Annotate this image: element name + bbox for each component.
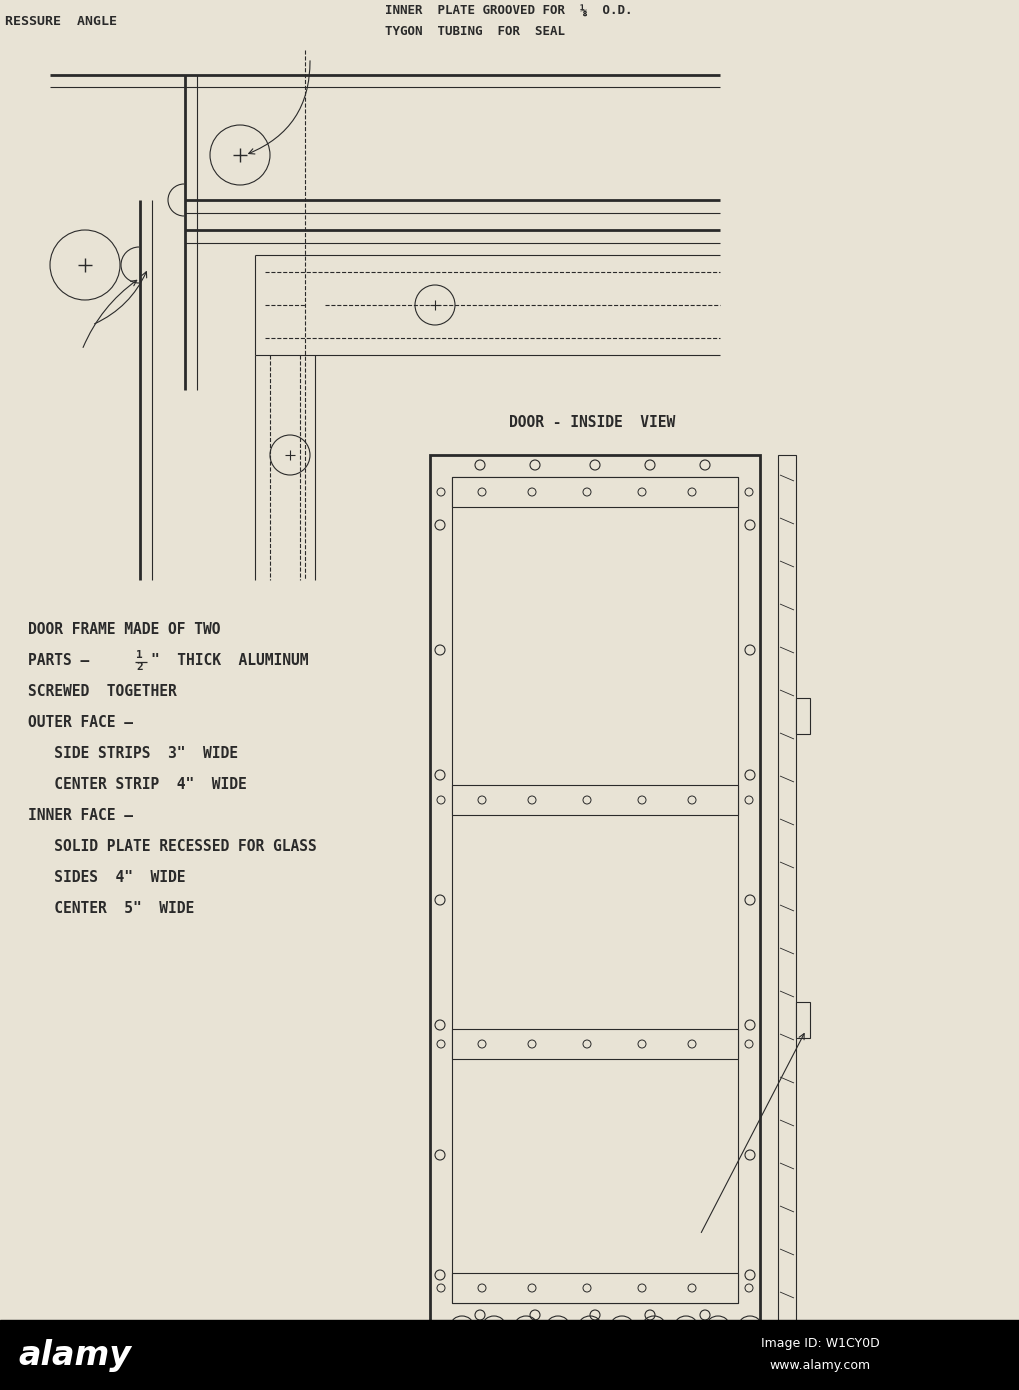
Text: 1: 1 — [136, 651, 143, 660]
Text: PARTS –: PARTS – — [28, 653, 107, 669]
Text: SCREWED  TOGETHER: SCREWED TOGETHER — [28, 684, 176, 699]
Text: INNER FACE –: INNER FACE – — [28, 808, 132, 823]
Text: RESSURE  ANGLE: RESSURE ANGLE — [5, 15, 117, 28]
Bar — [430, 455, 759, 1325]
Text: www.alamy.com: www.alamy.com — [768, 1359, 869, 1372]
Bar — [451, 785, 738, 815]
Bar — [777, 455, 795, 1325]
Bar — [451, 477, 738, 507]
Bar — [451, 477, 738, 1302]
Text: alamy: alamy — [18, 1339, 131, 1372]
Text: SIDE STRIPS  3"  WIDE: SIDE STRIPS 3" WIDE — [28, 746, 237, 760]
Text: "  THICK  ALUMINUM: " THICK ALUMINUM — [151, 653, 308, 669]
Text: SIDES  4"  WIDE: SIDES 4" WIDE — [28, 870, 185, 885]
Text: 2: 2 — [136, 662, 143, 671]
Text: INNER  PLATE GROOVED FOR  ⅛  O.D.: INNER PLATE GROOVED FOR ⅛ O.D. — [384, 6, 632, 18]
Text: TYGON  TUBING  FOR  SEAL: TYGON TUBING FOR SEAL — [384, 25, 565, 38]
Bar — [0, 1320, 1019, 1390]
Bar — [795, 1002, 809, 1038]
Bar — [451, 1273, 738, 1302]
Bar — [795, 698, 809, 734]
Text: CENTER  5"  WIDE: CENTER 5" WIDE — [28, 901, 194, 916]
Text: OUTER FACE –: OUTER FACE – — [28, 714, 132, 730]
Text: SOLID PLATE RECESSED FOR GLASS: SOLID PLATE RECESSED FOR GLASS — [28, 840, 317, 853]
Bar — [451, 1029, 738, 1059]
Text: DOOR - INSIDE  VIEW: DOOR - INSIDE VIEW — [508, 416, 675, 430]
Text: CENTER STRIP  4"  WIDE: CENTER STRIP 4" WIDE — [28, 777, 247, 792]
Text: Image ID: W1CY0D: Image ID: W1CY0D — [760, 1337, 878, 1351]
Text: DOOR FRAME MADE OF TWO: DOOR FRAME MADE OF TWO — [28, 621, 220, 637]
